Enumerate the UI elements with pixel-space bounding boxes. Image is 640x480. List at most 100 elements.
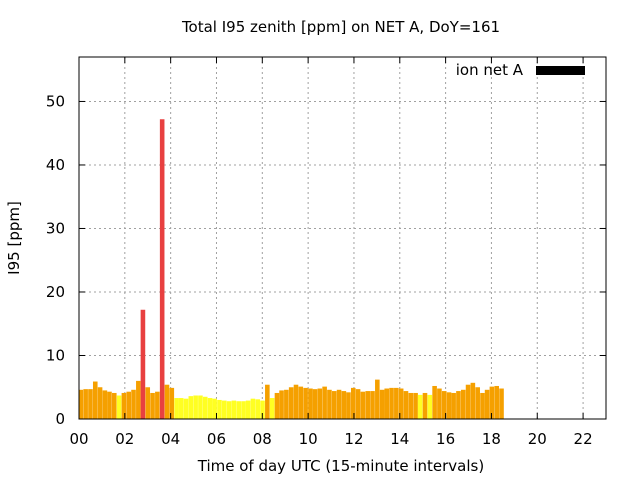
- bar: [480, 392, 485, 419]
- bar: [279, 390, 284, 419]
- bar: [78, 389, 84, 419]
- y-axis-label: I95 [ppm]: [5, 201, 23, 275]
- bar: [327, 389, 332, 419]
- bar: [107, 391, 112, 419]
- bar: [269, 398, 275, 419]
- bar: [97, 387, 103, 419]
- bar: [484, 389, 490, 419]
- bar: [456, 391, 461, 419]
- bar: [441, 391, 447, 419]
- bar: [126, 391, 132, 419]
- x-tick-label: 12: [344, 430, 363, 448]
- bar: [140, 309, 146, 419]
- x-tick-label: 04: [161, 430, 180, 448]
- x-tick-label: 18: [482, 430, 501, 448]
- bar: [164, 384, 170, 419]
- x-tick-label: 20: [528, 430, 547, 448]
- x-tick-label: 06: [207, 430, 226, 448]
- grid-lines: [79, 57, 606, 419]
- bar: [136, 380, 141, 419]
- x-tick-label: 22: [574, 430, 593, 448]
- bar: [183, 398, 189, 419]
- bar: [250, 398, 256, 419]
- bar: [150, 392, 155, 419]
- x-axis-label: Time of day UTC (15-minute intervals): [197, 457, 484, 475]
- bar: [255, 399, 261, 419]
- bar: [221, 400, 227, 419]
- bar: [145, 387, 151, 419]
- bar: [260, 400, 265, 419]
- bar: [298, 386, 304, 419]
- bar: [231, 400, 237, 419]
- x-tick-label: 14: [390, 430, 409, 448]
- bar: [346, 392, 351, 419]
- bar: [451, 392, 456, 419]
- bar: [207, 398, 213, 419]
- bars-group: [78, 119, 504, 420]
- bar: [121, 392, 127, 419]
- y-tick-label: 10: [46, 346, 65, 364]
- bar: [284, 389, 289, 419]
- bar: [437, 388, 442, 419]
- bar: [384, 388, 390, 419]
- bar: [308, 388, 313, 419]
- bar: [188, 396, 194, 419]
- bar: [198, 395, 203, 419]
- bar: [88, 389, 93, 419]
- bar: [178, 398, 184, 419]
- x-tick-label: 10: [299, 430, 318, 448]
- bar: [494, 385, 499, 419]
- y-tick-label: 0: [55, 410, 65, 428]
- bar: [174, 398, 179, 419]
- legend-label: ion net A: [456, 61, 524, 79]
- bar: [475, 387, 480, 419]
- y-axis-ticks: 0 10 20 30 40 50: [46, 92, 606, 428]
- bar: [202, 396, 208, 419]
- bar: [241, 401, 246, 419]
- bar: [226, 401, 232, 419]
- y-tick-label: 30: [46, 219, 65, 237]
- bar: [236, 401, 241, 419]
- bar: [83, 389, 88, 419]
- bar: [217, 399, 222, 419]
- y-tick-label: 50: [46, 92, 65, 110]
- x-tick-label: 16: [436, 430, 455, 448]
- bar: [92, 381, 98, 419]
- x-axis-ticks: 00 02 04 06 08 10 12 14 16 18 20 22: [69, 57, 593, 448]
- bar: [341, 391, 347, 419]
- bar: [155, 391, 160, 419]
- bar: [499, 388, 504, 419]
- bar: [265, 384, 270, 419]
- bar: [360, 391, 366, 419]
- bar: [193, 395, 198, 419]
- y-tick-label: 40: [46, 156, 65, 174]
- x-tick-label: 08: [253, 430, 272, 448]
- bar: [116, 395, 122, 419]
- bar: [288, 387, 294, 419]
- bar: [398, 388, 404, 419]
- bar: [408, 392, 414, 419]
- legend-swatch: [536, 66, 585, 75]
- bar: [422, 392, 428, 419]
- bar: [379, 389, 385, 419]
- bar: [370, 391, 375, 419]
- legend: ion net A: [456, 61, 585, 79]
- bar: [460, 389, 466, 419]
- bar: [293, 384, 299, 419]
- bar: [413, 392, 418, 419]
- bar: [489, 386, 495, 419]
- bar: [303, 387, 308, 419]
- y-tick-label: 20: [46, 283, 65, 301]
- bar: [111, 392, 117, 419]
- bar: [169, 387, 175, 419]
- bar: [375, 379, 380, 419]
- x-tick-label: 00: [69, 430, 88, 448]
- bar: [322, 386, 327, 419]
- x-tick-label: 02: [115, 430, 134, 448]
- bar: [159, 119, 165, 420]
- bar: [312, 389, 318, 419]
- bar: [245, 400, 251, 419]
- bar: [389, 387, 394, 419]
- bar: [102, 390, 108, 419]
